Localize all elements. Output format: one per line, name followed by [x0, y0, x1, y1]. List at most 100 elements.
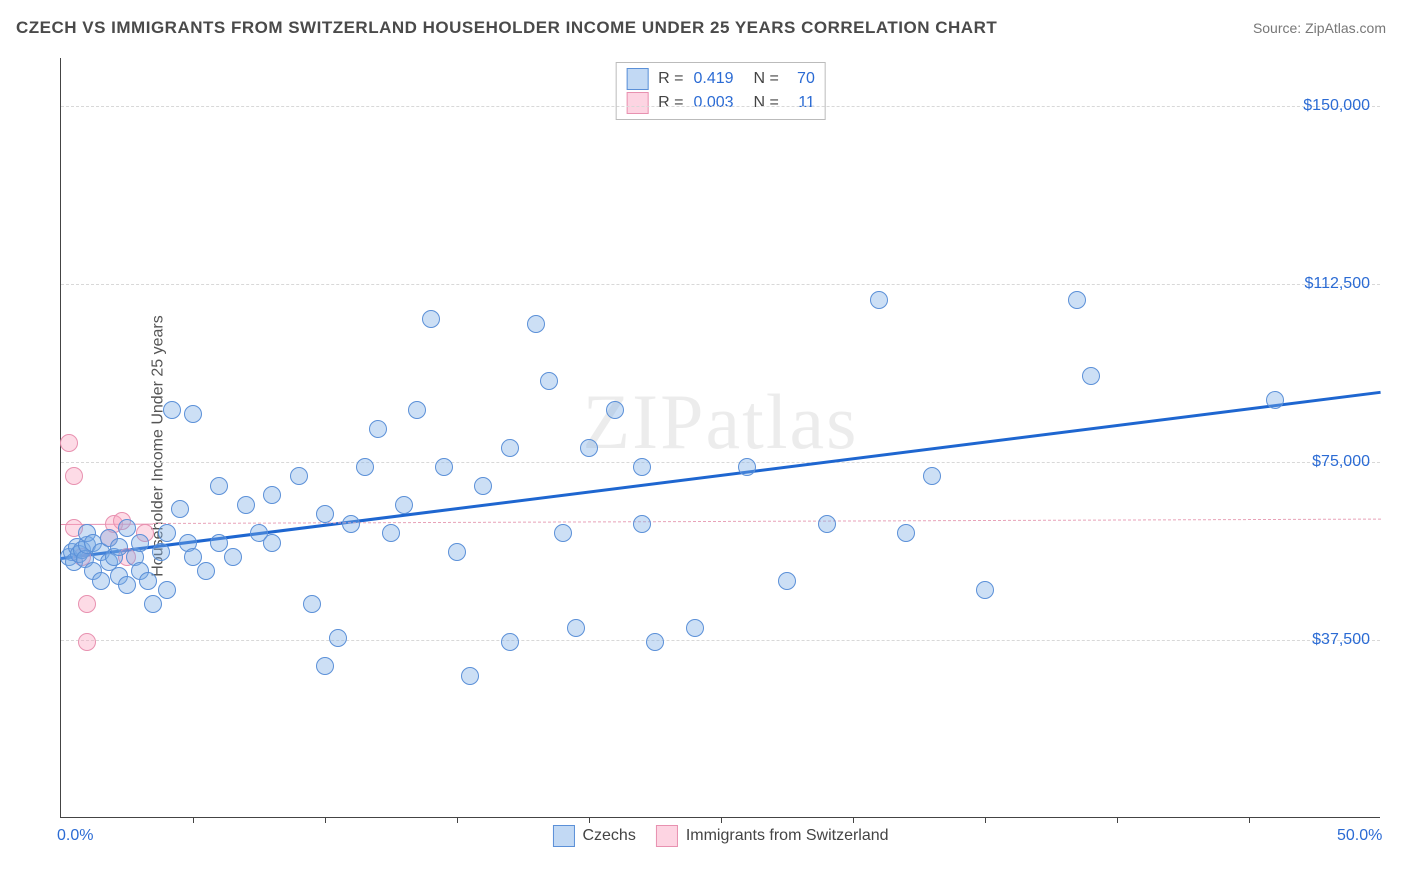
data-point-czech	[408, 401, 426, 419]
data-point-czech	[554, 524, 572, 542]
x-tick	[985, 817, 986, 823]
data-point-czech	[316, 505, 334, 523]
data-point-czech	[329, 629, 347, 647]
data-point-czech	[224, 548, 242, 566]
data-point-czech	[356, 458, 374, 476]
data-point-czech	[382, 524, 400, 542]
data-point-czech	[139, 572, 157, 590]
stat-n-label: N =	[754, 70, 779, 88]
data-point-czech	[210, 477, 228, 495]
x-tick	[589, 817, 590, 823]
legend-swatch-pink	[626, 92, 648, 114]
data-point-czech	[686, 619, 704, 637]
data-point-czech	[290, 467, 308, 485]
data-point-czech	[633, 515, 651, 533]
stat-r-label: R =	[658, 94, 683, 112]
stats-row: R =0.419N =70	[626, 67, 815, 91]
data-point-czech	[316, 657, 334, 675]
x-tick	[1249, 817, 1250, 823]
data-point-czech	[369, 420, 387, 438]
data-point-czech	[303, 595, 321, 613]
data-point-czech	[646, 633, 664, 651]
data-point-czech	[501, 439, 519, 457]
data-point-czech	[263, 534, 281, 552]
legend-label: Czechs	[582, 827, 635, 845]
data-point-czech	[184, 405, 202, 423]
stat-n-value: 11	[789, 94, 815, 112]
data-point-czech	[210, 534, 228, 552]
x-tick	[1117, 817, 1118, 823]
data-point-czech	[1266, 391, 1284, 409]
bottom-legend: Czechs Immigrants from Switzerland	[552, 825, 888, 847]
data-point-czech	[738, 458, 756, 476]
data-point-czech	[1082, 367, 1100, 385]
data-point-swiss	[60, 434, 78, 452]
data-point-czech	[263, 486, 281, 504]
data-point-czech	[818, 515, 836, 533]
watermark: ZIPatlas	[583, 377, 859, 467]
legend-swatch-blue	[552, 825, 574, 847]
stat-r-value: 0.003	[694, 94, 744, 112]
data-point-czech	[633, 458, 651, 476]
gridline	[61, 640, 1380, 641]
data-point-czech	[580, 439, 598, 457]
x-tick	[457, 817, 458, 823]
data-point-czech	[158, 524, 176, 542]
data-point-czech	[158, 581, 176, 599]
data-point-czech	[540, 372, 558, 390]
data-point-czech	[527, 315, 545, 333]
stat-r-label: R =	[658, 70, 683, 88]
plot-area: ZIPatlas R =0.419N =70R =0.003N =11 Czec…	[60, 58, 1380, 818]
data-point-czech	[976, 581, 994, 599]
gridline	[61, 106, 1380, 107]
gridline	[61, 284, 1380, 285]
legend-label: Immigrants from Switzerland	[686, 827, 889, 845]
data-point-swiss	[65, 467, 83, 485]
data-point-czech	[197, 562, 215, 580]
data-point-czech	[435, 458, 453, 476]
data-point-czech	[131, 534, 149, 552]
data-point-czech	[163, 401, 181, 419]
data-point-czech	[118, 576, 136, 594]
x-tick	[721, 817, 722, 823]
data-point-czech	[118, 519, 136, 537]
y-tick-label: $75,000	[1312, 453, 1370, 471]
data-point-swiss	[78, 595, 96, 613]
legend-item-blue: Czechs	[552, 825, 635, 847]
data-point-czech	[461, 667, 479, 685]
chart-title: CZECH VS IMMIGRANTS FROM SWITZERLAND HOU…	[16, 18, 997, 38]
data-point-czech	[501, 633, 519, 651]
data-point-czech	[152, 543, 170, 561]
data-point-czech	[606, 401, 624, 419]
data-point-czech	[342, 515, 360, 533]
data-point-czech	[778, 572, 796, 590]
data-point-czech	[395, 496, 413, 514]
stat-r-value: 0.419	[694, 70, 744, 88]
data-point-czech	[144, 595, 162, 613]
data-point-czech	[870, 291, 888, 309]
legend-item-pink: Immigrants from Switzerland	[656, 825, 889, 847]
x-tick	[325, 817, 326, 823]
legend-swatch-blue	[626, 68, 648, 90]
stats-legend-box: R =0.419N =70R =0.003N =11	[615, 62, 826, 120]
y-tick-label: $112,500	[1304, 275, 1370, 293]
data-point-czech	[448, 543, 466, 561]
data-point-czech	[1068, 291, 1086, 309]
data-point-czech	[897, 524, 915, 542]
stats-row: R = 0.003 N = 11	[626, 91, 815, 115]
data-point-czech	[567, 619, 585, 637]
data-point-czech	[237, 496, 255, 514]
data-point-czech	[923, 467, 941, 485]
stat-n-label: N =	[754, 94, 779, 112]
trend-line-swiss-dashed	[153, 519, 1381, 524]
x-tick	[853, 817, 854, 823]
x-tick-label: 50.0%	[1337, 827, 1382, 845]
y-tick-label: $37,500	[1312, 631, 1370, 649]
data-point-czech	[92, 572, 110, 590]
data-point-czech	[171, 500, 189, 518]
x-tick	[193, 817, 194, 823]
data-point-czech	[184, 548, 202, 566]
data-point-czech	[474, 477, 492, 495]
data-point-swiss	[78, 633, 96, 651]
data-point-czech	[422, 310, 440, 328]
